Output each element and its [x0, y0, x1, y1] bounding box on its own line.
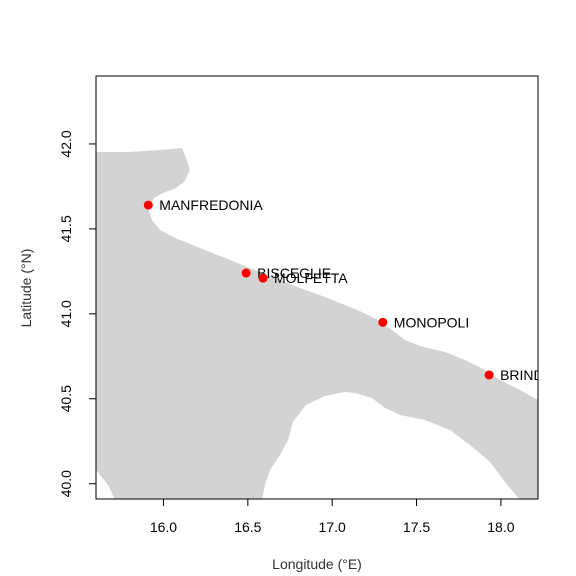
x-tick-label: 17.0 [319, 519, 346, 535]
port-label: BISCEGLIE [257, 265, 331, 281]
port-marker [484, 370, 494, 380]
y-tick-label: 40.5 [58, 385, 74, 412]
port-marker [143, 200, 153, 210]
y-axis: 40.0 40.5 41.0 41.5 42.0 [58, 130, 97, 497]
y-tick-label: 42.0 [58, 130, 74, 157]
x-tick-label: 16.0 [150, 519, 177, 535]
coastline-land [96, 148, 538, 499]
x-tick-label: 18.0 [487, 519, 514, 535]
y-axis-title: Latitude (°N) [18, 249, 34, 328]
y-tick-label: 41.0 [58, 300, 74, 327]
port-marker [258, 273, 268, 283]
port-label: MANFREDONIA [159, 197, 263, 213]
port-label: BRINDISI [500, 367, 561, 383]
port-label: MONOPOLI [394, 314, 469, 330]
y-tick-label: 40.0 [58, 470, 74, 497]
port-marker [241, 268, 251, 278]
x-axis: 16.0 16.5 17.0 17.5 18.0 [150, 498, 515, 535]
x-tick-label: 16.5 [234, 519, 261, 535]
x-tick-label: 17.5 [403, 519, 430, 535]
y-tick-label: 41.5 [58, 215, 74, 242]
x-axis-title: Longitude (°E) [272, 556, 362, 572]
port-label: MOLFETTA [274, 270, 348, 286]
port-marker [378, 317, 388, 327]
